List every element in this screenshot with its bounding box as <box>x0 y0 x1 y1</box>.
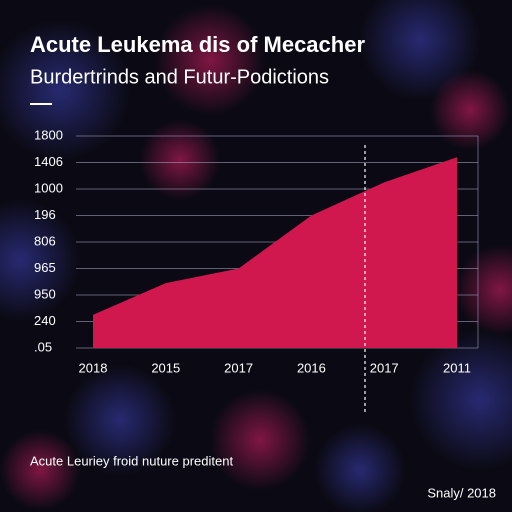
x-tick-label: 2011 <box>443 360 471 375</box>
x-tick-label: 2015 <box>151 360 180 375</box>
plot <box>93 157 457 348</box>
y-tick-label: 950 <box>34 286 56 301</box>
y-tick-label: 1000 <box>34 180 63 195</box>
axes: .05 240 950 965 806 196 1000 1406 1800 2018 2015 20… <box>34 127 471 375</box>
y-tick-label: 1800 <box>34 127 63 142</box>
x-tick-label: 2017 <box>370 360 399 375</box>
y-tick-label: 965 <box>34 260 56 275</box>
x-tick-label: 2018 <box>79 360 108 375</box>
x-tick-label: 2017 <box>224 360 253 375</box>
y-tick-label: .05 <box>34 339 52 354</box>
chart-subtitle: Burdertrinds and Futur-Podictions <box>30 66 329 88</box>
area <box>93 157 457 348</box>
y-tick-label: 196 <box>34 207 56 222</box>
x-tick-label: 2016 <box>297 360 326 375</box>
y-tick-label: 806 <box>34 233 56 248</box>
footnote: Acute Leuriey froid nuture preditent <box>30 453 233 468</box>
y-tick-label: 240 <box>34 313 56 328</box>
source: Snaly/ 2018 <box>427 485 496 500</box>
y-tick-label: 1406 <box>34 154 63 169</box>
chart-title: Acute Leukema dis of Mecacher <box>30 32 365 57</box>
